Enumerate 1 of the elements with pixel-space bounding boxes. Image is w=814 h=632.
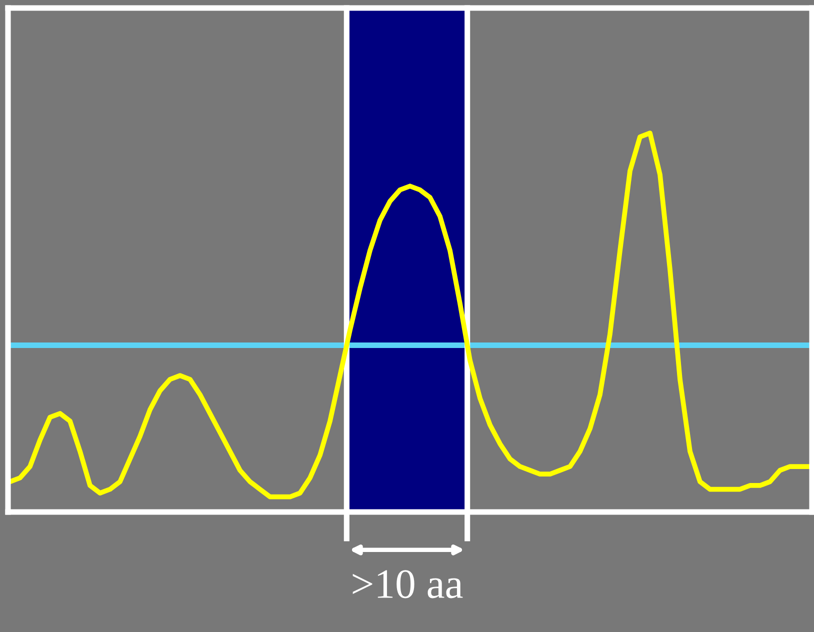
text: >10 aa — [352, 570, 463, 598]
